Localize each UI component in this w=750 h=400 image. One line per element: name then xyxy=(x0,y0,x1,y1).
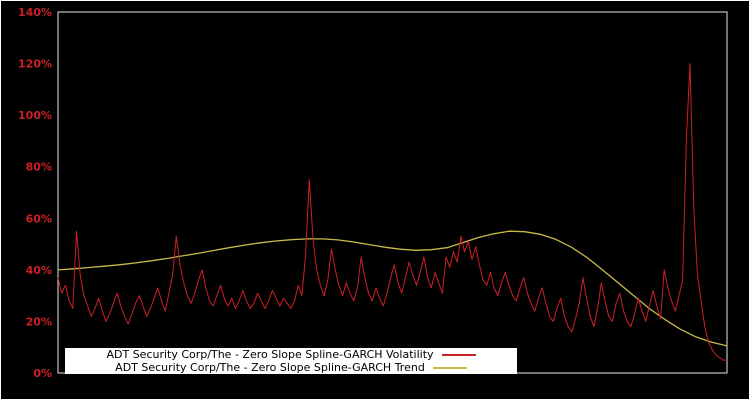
legend-label-volatility: ADT Security Corp/The - Zero Slope Splin… xyxy=(106,347,434,361)
legend-item-trend: ADT Security Corp/The - Zero Slope Splin… xyxy=(65,361,517,374)
trend-line-sample xyxy=(432,366,467,369)
y-tick-label: 0% xyxy=(33,367,52,380)
legend: ADT Security Corp/The - Zero Slope Splin… xyxy=(65,348,517,374)
trend-series-line xyxy=(57,230,728,347)
y-tick-label: 60% xyxy=(26,212,52,225)
y-tick-label: 120% xyxy=(18,58,52,71)
legend-item-volatility: ADT Security Corp/The - Zero Slope Splin… xyxy=(65,348,517,361)
y-tick-label: 40% xyxy=(26,264,52,277)
y-tick-label: 100% xyxy=(18,109,52,122)
volatility-line-sample xyxy=(441,353,476,356)
y-tick-label: 20% xyxy=(26,315,52,328)
legend-label-trend: ADT Security Corp/The - Zero Slope Splin… xyxy=(115,360,425,374)
volatility-series-line xyxy=(57,63,727,361)
y-tick-label: 140% xyxy=(18,6,52,19)
y-tick-label: 80% xyxy=(26,161,52,174)
